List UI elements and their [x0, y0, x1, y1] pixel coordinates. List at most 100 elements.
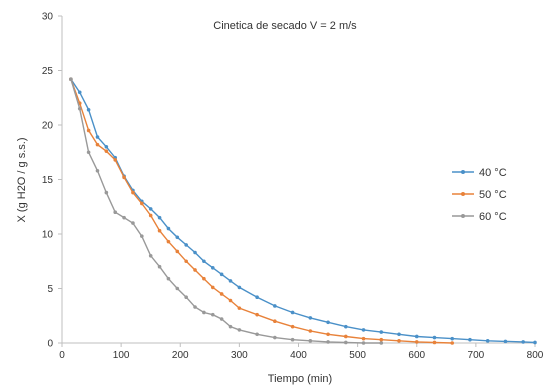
- data-point: [157, 264, 162, 269]
- data-point: [166, 226, 171, 231]
- data-point: [290, 324, 295, 329]
- data-point: [210, 312, 215, 317]
- x-tick-label: 100: [113, 350, 130, 361]
- data-point: [255, 332, 259, 337]
- data-point: [255, 312, 259, 317]
- data-point: [86, 128, 91, 133]
- data-point: [184, 295, 188, 300]
- data-point: [184, 243, 188, 247]
- x-axis-label: Tiempo (min): [268, 373, 332, 385]
- data-point: [131, 190, 135, 195]
- x-tick-label: 700: [468, 350, 485, 361]
- data-point: [202, 310, 206, 315]
- data-point: [361, 336, 366, 341]
- y-tick-label: 25: [42, 66, 54, 77]
- data-point: [326, 340, 330, 344]
- data-point: [166, 276, 171, 281]
- x-axis-ticks: 0 100 200 300 400 500 600 700 800: [59, 343, 544, 361]
- data-point: [468, 337, 472, 342]
- data-point: [104, 190, 109, 195]
- y-axis-ticks: 0 5 10 15 20 25 30: [42, 12, 62, 350]
- series-line: [70, 78, 453, 344]
- data-point: [379, 330, 384, 334]
- x-tick-label: 800: [527, 350, 544, 361]
- data-point: [414, 334, 419, 339]
- data-point: [193, 305, 197, 309]
- legend-label: 60 °C: [479, 211, 507, 223]
- data-point: [326, 320, 330, 325]
- data-point: [450, 336, 455, 341]
- data-point: [414, 340, 419, 344]
- data-point: [210, 265, 215, 270]
- data-point: [219, 317, 224, 321]
- data-point: [148, 254, 153, 258]
- data-point: [237, 328, 242, 332]
- y-tick-label: 10: [42, 230, 54, 241]
- data-point: [308, 339, 313, 343]
- data-point: [237, 306, 242, 310]
- data-point: [95, 168, 100, 173]
- data-point: [379, 341, 384, 345]
- data-point: [166, 239, 171, 244]
- data-point: [503, 339, 508, 344]
- data-point: [219, 272, 224, 277]
- data-point: [308, 329, 313, 333]
- data-point: [122, 215, 126, 220]
- data-point: [131, 221, 135, 225]
- legend-label: 50 °C: [479, 189, 507, 201]
- data-point: [273, 335, 277, 340]
- y-tick-label: 5: [47, 284, 53, 295]
- data-point: [122, 175, 126, 180]
- legend: 40 °C 50 °C 60 °C: [452, 167, 507, 223]
- data-point: [361, 341, 366, 345]
- data-point: [432, 335, 437, 340]
- data-point: [308, 316, 313, 320]
- data-point: [521, 340, 525, 344]
- data-point: [379, 337, 384, 342]
- series-group: [69, 77, 537, 345]
- legend-label: 40 °C: [479, 167, 507, 179]
- data-point: [273, 304, 277, 308]
- y-axis-label: X (g H2O / g s.s.): [16, 138, 28, 223]
- data-point: [210, 285, 215, 290]
- x-tick-label: 400: [290, 350, 307, 361]
- data-point: [228, 279, 233, 283]
- data-point: [86, 107, 91, 112]
- data-point: [77, 106, 82, 111]
- data-point: [140, 201, 144, 206]
- data-point: [397, 332, 401, 337]
- data-point: [86, 150, 91, 155]
- data-point: [344, 334, 348, 339]
- chart-title: Cinetica de secado V = 2 m/s: [213, 20, 357, 32]
- data-point: [148, 213, 153, 218]
- series-line: [70, 78, 382, 344]
- data-point: [113, 210, 118, 214]
- data-point: [175, 286, 180, 291]
- x-tick-label: 600: [408, 350, 425, 361]
- data-point: [148, 207, 153, 211]
- data-point: [237, 285, 242, 290]
- data-point: [533, 340, 537, 345]
- y-tick-label: 15: [42, 175, 54, 186]
- legend-marker: [461, 214, 465, 218]
- data-point: [485, 339, 490, 343]
- y-tick-label: 0: [47, 339, 53, 350]
- data-point: [273, 319, 277, 324]
- x-tick-label: 300: [231, 350, 248, 361]
- data-point: [228, 324, 233, 329]
- data-point: [140, 234, 144, 238]
- y-tick-label: 30: [42, 12, 54, 23]
- legend-marker: [461, 192, 465, 196]
- data-point: [157, 228, 162, 233]
- data-point: [113, 158, 118, 162]
- data-point: [290, 337, 295, 342]
- data-point: [175, 249, 180, 254]
- data-point: [326, 332, 330, 337]
- data-point: [95, 135, 100, 139]
- data-point: [184, 259, 188, 264]
- data-point: [69, 77, 73, 82]
- data-point: [219, 292, 224, 296]
- data-point: [175, 235, 180, 240]
- data-point: [193, 250, 197, 255]
